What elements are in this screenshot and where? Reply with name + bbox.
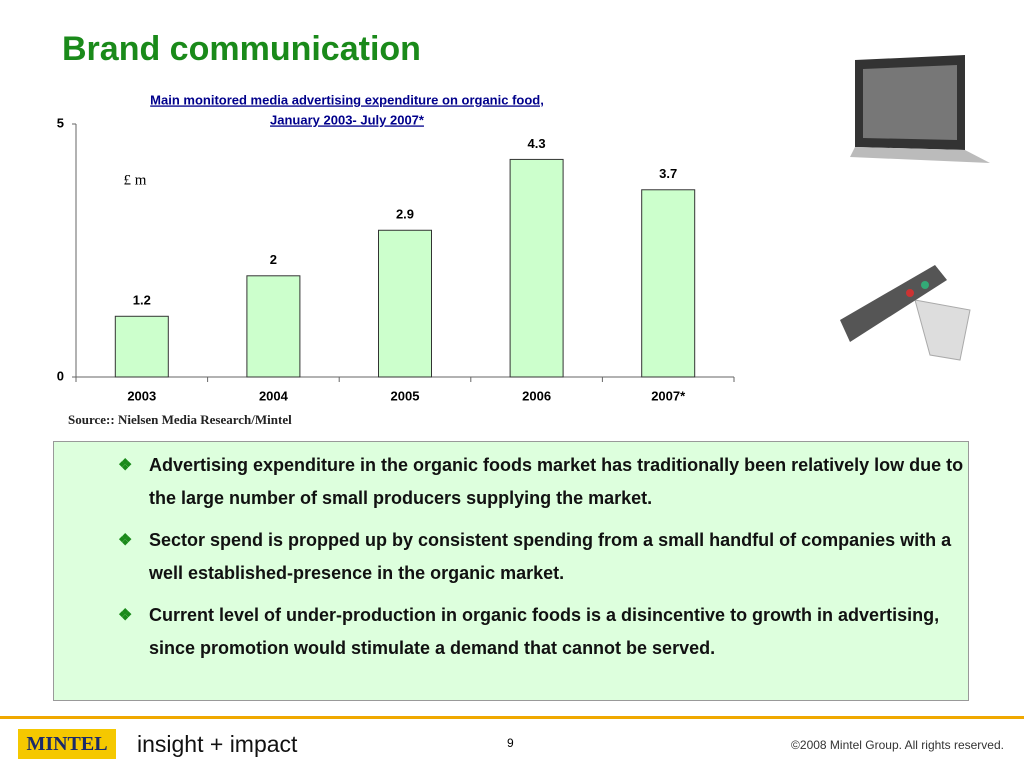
bar — [641, 189, 696, 378]
text-box — [53, 441, 969, 701]
page-number: 9 — [507, 736, 514, 750]
bullet: ❖ Sector spend is propped up by consisten… — [118, 524, 968, 590]
x-tick-label: 2006 — [522, 388, 551, 403]
value-label: 2 — [270, 252, 277, 267]
value-label: 3.7 — [659, 166, 677, 181]
chart-title: Main monitored media advertising expendi… — [150, 92, 544, 107]
value-label: 1.2 — [133, 293, 151, 308]
bullet-list: ❖ Advertising expenditure in the organic … — [118, 449, 968, 674]
bullet-text: Sector spend is propped up by consistent… — [149, 530, 952, 583]
y-tick-label: 0 — [57, 368, 64, 383]
chart: Main monitored media advertising expendi… — [57, 92, 735, 427]
bar — [378, 229, 432, 378]
bar — [246, 275, 301, 378]
bullet-text: Advertising expenditure in the organic f… — [149, 455, 964, 508]
value-label: 2.9 — [396, 207, 414, 222]
bullet: ❖ Current level of under-production in or… — [118, 599, 968, 665]
tv-image — [850, 55, 990, 163]
value-label: 4.3 — [528, 136, 546, 151]
bullet-text: Current level of under-production in org… — [149, 605, 940, 658]
footer: MINTEL insight + impact 9 ©2008 Mintel G… — [0, 716, 1024, 768]
bullet: ❖ Advertising expenditure in the organic … — [118, 449, 968, 515]
logo: MINTEL — [18, 729, 116, 759]
x-tick-label: 2003 — [127, 388, 156, 403]
bar — [114, 315, 169, 378]
chart-title: January 2003- July 2007* — [270, 112, 425, 127]
slide-title: Brand communication — [62, 30, 421, 68]
x-tick-label: 2004 — [259, 388, 289, 403]
source: Source:: Nielsen Media Research/Mintel — [68, 412, 292, 427]
bullet-marker: ❖ — [118, 457, 133, 474]
x-tick-label: 2007* — [651, 388, 686, 403]
copyright: ©2008 Mintel Group. All rights reserved. — [791, 738, 1004, 752]
bar — [509, 158, 564, 378]
bullet-marker: ❖ — [118, 532, 133, 549]
remote-image — [840, 265, 971, 361]
y-tick-label: 5 — [57, 115, 64, 130]
bullet-marker: ❖ — [118, 607, 133, 624]
unit-label: £ m — [124, 172, 147, 188]
x-tick-label: 2005 — [391, 388, 420, 403]
tagline: insight + impact — [137, 731, 298, 757]
